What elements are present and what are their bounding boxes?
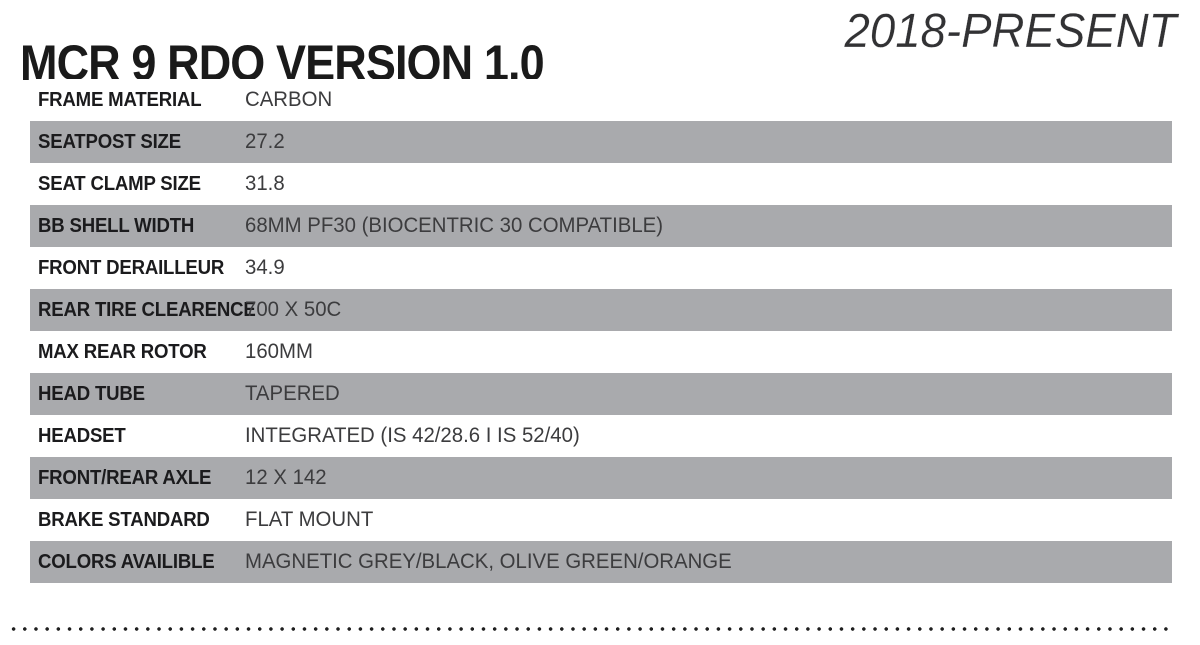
spec-value-text: 34.9 — [245, 256, 285, 279]
spec-value-text: MAGNETIC GREY/BLACK, OLIVE GREEN/ORANGE — [245, 550, 732, 573]
spec-value-text: 160MM — [245, 340, 313, 363]
spec-label-text: HEAD TUBE — [38, 382, 145, 405]
spec-label-text: SEAT CLAMP SIZE — [38, 172, 201, 195]
spec-row: MAX REAR ROTOR 160MM — [30, 331, 1172, 373]
spec-row: SEAT CLAMP SIZE 31.8 — [30, 163, 1172, 205]
spec-value-text: 12 X 142 — [245, 466, 327, 489]
era-label: 2018-PRESENT — [827, 5, 1176, 58]
spec-table: FRAME MATERIAL CARBON SEATPOST SIZE 27.2… — [30, 79, 1172, 583]
spec-label-text: FRONT/REAR AXLE — [38, 466, 212, 489]
spec-label: HEADSET — [30, 425, 245, 448]
spec-value: 27.2 — [245, 130, 1172, 154]
spec-label-text: FRAME MATERIAL — [38, 88, 202, 111]
spec-value: INTEGRATED (IS 42/28.6 I IS 52/40) — [245, 424, 1172, 448]
spec-value: CARBON — [245, 88, 1172, 112]
spec-label-text: COLORS AVAILIBLE — [38, 550, 215, 573]
spec-row: COLORS AVAILIBLE MAGNETIC GREY/BLACK, OL… — [30, 541, 1172, 583]
spec-label: COLORS AVAILIBLE — [30, 551, 245, 574]
spec-value-text: 27.2 — [245, 130, 285, 153]
spec-value-text: CARBON — [245, 88, 333, 111]
spec-row: BRAKE STANDARD FLAT MOUNT — [30, 499, 1172, 541]
spec-label-text: MAX REAR ROTOR — [38, 340, 207, 363]
spec-label: HEAD TUBE — [30, 383, 245, 406]
spec-label-text: FRONT DERAILLEUR — [38, 256, 225, 279]
spec-row: REAR TIRE CLEARENCE 700 X 50C — [30, 289, 1172, 331]
spec-value: TAPERED — [245, 382, 1172, 406]
spec-label: BB SHELL WIDTH — [30, 215, 245, 238]
spec-label: FRONT DERAILLEUR — [30, 257, 245, 280]
spec-row: FRONT/REAR AXLE 12 X 142 — [30, 457, 1172, 499]
spec-value: 12 X 142 — [245, 466, 1172, 490]
spec-row: HEADSET INTEGRATED (IS 42/28.6 I IS 52/4… — [30, 415, 1172, 457]
spec-label: REAR TIRE CLEARENCE — [30, 299, 256, 322]
spec-value: 31.8 — [245, 172, 1172, 196]
spec-value: 700 X 50C — [245, 298, 1172, 322]
spec-value: 34.9 — [245, 256, 1172, 280]
spec-label: FRONT/REAR AXLE — [30, 467, 245, 490]
spec-label: FRAME MATERIAL — [30, 89, 245, 112]
spec-value-text: 31.8 — [245, 172, 285, 195]
spec-row: BB SHELL WIDTH 68MM PF30 (BIOCENTRIC 30 … — [30, 205, 1172, 247]
spec-label: SEATPOST SIZE — [30, 131, 245, 154]
spec-label-text: HEADSET — [38, 424, 126, 447]
spec-label: MAX REAR ROTOR — [30, 341, 245, 364]
spec-label-text: BB SHELL WIDTH — [38, 214, 195, 237]
spec-label: SEAT CLAMP SIZE — [30, 173, 245, 196]
spec-value-text: TAPERED — [245, 382, 340, 405]
spec-label-text: SEATPOST SIZE — [38, 130, 181, 153]
spec-label-text: REAR TIRE CLEARENCE — [38, 298, 256, 321]
spec-label: BRAKE STANDARD — [30, 509, 245, 532]
spec-value-text: 700 X 50C — [245, 298, 342, 321]
spec-label-text: BRAKE STANDARD — [38, 508, 210, 531]
spec-value: MAGNETIC GREY/BLACK, OLIVE GREEN/ORANGE — [245, 550, 1172, 574]
spec-value: 160MM — [245, 340, 1172, 364]
spec-value-text: FLAT MOUNT — [245, 508, 374, 531]
era-label-text: 2018-PRESENT — [843, 5, 1176, 58]
spec-value: 68MM PF30 (BIOCENTRIC 30 COMPATIBLE) — [245, 214, 1172, 238]
spec-row: FRAME MATERIAL CARBON — [30, 79, 1172, 121]
spec-row: HEAD TUBE TAPERED — [30, 373, 1172, 415]
spec-value-text: INTEGRATED (IS 42/28.6 I IS 52/40) — [245, 424, 580, 447]
spec-row: FRONT DERAILLEUR 34.9 — [30, 247, 1172, 289]
spec-value-text: 68MM PF30 (BIOCENTRIC 30 COMPATIBLE) — [245, 214, 664, 237]
dotted-divider — [8, 626, 1170, 632]
spec-row: SEATPOST SIZE 27.2 — [30, 121, 1172, 163]
spec-value: FLAT MOUNT — [245, 508, 1172, 532]
